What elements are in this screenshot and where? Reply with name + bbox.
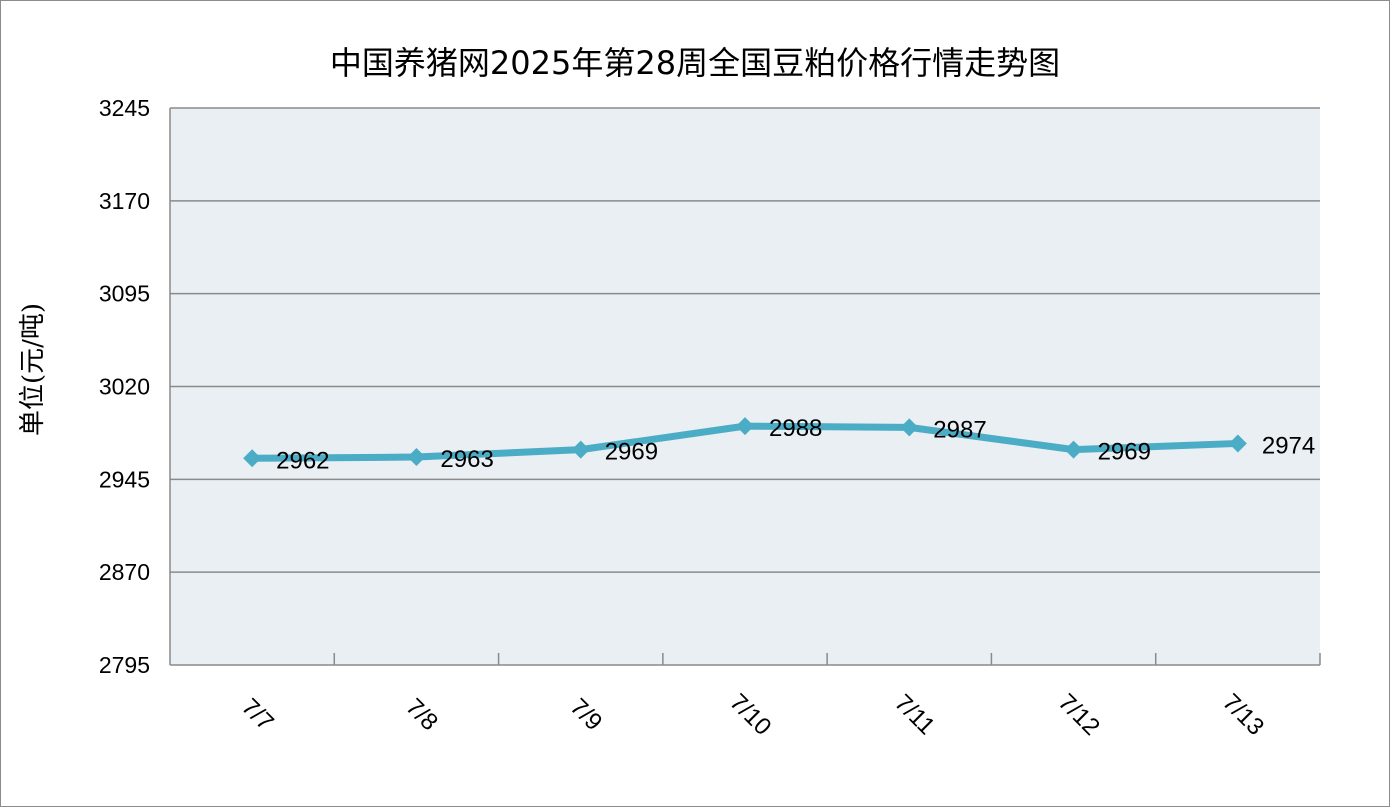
- data-point: [243, 449, 262, 468]
- chart-title: 中国养猪网2025年第28周全国豆粕价格行情走势图: [329, 44, 1061, 82]
- data-label: 2987: [933, 416, 986, 443]
- y-tick-label: 3170: [99, 188, 150, 214]
- x-tick-label: 7/11: [889, 689, 940, 740]
- y-tick-label: 2870: [99, 559, 150, 585]
- data-point: [571, 440, 590, 459]
- data-point: [1228, 434, 1247, 453]
- x-tick-label: 7/12: [1053, 689, 1105, 741]
- y-tick-label: 3095: [99, 281, 150, 307]
- y-tick-label: 3020: [99, 374, 150, 400]
- x-tick-label: 7/13: [1217, 689, 1269, 741]
- data-point: [1064, 440, 1083, 459]
- y-tick-label: 2945: [99, 466, 150, 492]
- data-label: 2974: [1262, 432, 1315, 459]
- data-label: 2969: [1098, 439, 1151, 466]
- x-tick-label: 7/10: [724, 689, 776, 741]
- data-label: 2963: [440, 446, 493, 473]
- x-tick-label: 7/9: [565, 693, 608, 736]
- data-point: [900, 418, 919, 437]
- data-point: [407, 448, 426, 467]
- y-tick-label: 2795: [99, 652, 150, 678]
- data-point: [736, 417, 754, 436]
- x-tick-label: 7/8: [400, 693, 443, 736]
- data-label: 2962: [276, 447, 329, 474]
- y-tick-label: 3245: [99, 95, 150, 121]
- data-label: 2988: [769, 415, 822, 442]
- x-tick-label: 7/7: [236, 693, 279, 736]
- data-label: 2969: [605, 439, 658, 466]
